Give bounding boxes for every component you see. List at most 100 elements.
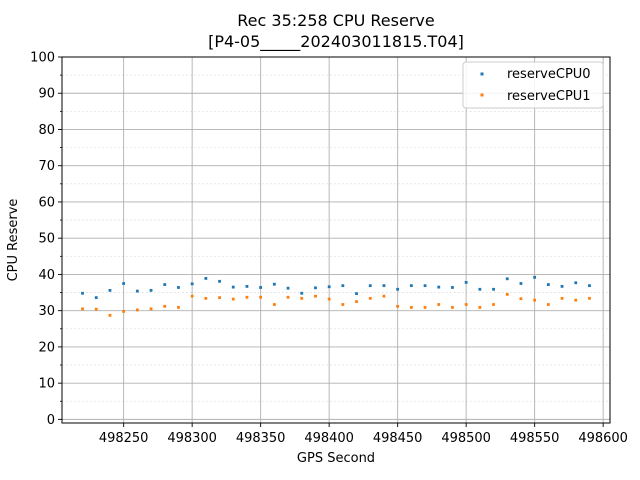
point-reserveCPU1	[464, 303, 468, 306]
point-reserveCPU1	[533, 298, 537, 302]
data-points	[81, 275, 591, 317]
point-reserveCPU1	[437, 303, 441, 306]
point-reserveCPU1	[122, 309, 126, 313]
point-reserveCPU0	[478, 287, 482, 291]
point-reserveCPU0	[122, 282, 126, 285]
point-reserveCPU0	[533, 275, 537, 279]
y-tick-label: 0	[47, 413, 55, 428]
point-reserveCPU0	[218, 279, 221, 283]
x-tick-label: 498300	[167, 431, 217, 446]
point-reserveCPU0	[149, 288, 153, 292]
point-reserveCPU1	[560, 296, 564, 300]
point-reserveCPU0	[464, 280, 468, 284]
y-tick-label: 30	[38, 304, 55, 319]
x-tick-label: 498500	[441, 431, 491, 446]
y-tick-label: 60	[38, 195, 55, 210]
point-reserveCPU1	[314, 294, 317, 298]
point-reserveCPU1	[588, 296, 591, 300]
x-tick-label: 498350	[236, 431, 286, 446]
point-reserveCPU0	[300, 291, 304, 295]
point-reserveCPU1	[204, 296, 208, 300]
point-reserveCPU0	[546, 283, 550, 286]
y-tick-label: 10	[38, 377, 55, 392]
point-reserveCPU1	[272, 303, 276, 306]
point-reserveCPU0	[423, 284, 427, 288]
y-tick-label: 20	[38, 340, 55, 355]
y-tick-labels: 0 10 20 30 40 50 60 70 80 90 100	[30, 51, 55, 428]
point-reserveCPU0	[368, 284, 372, 288]
point-reserveCPU1	[505, 292, 509, 296]
x-tick-labels: 498250 498300 498350 498400 498450 498500 4985…	[99, 431, 628, 446]
point-reserveCPU1	[190, 294, 194, 298]
point-reserveCPU1	[286, 295, 290, 299]
point-reserveCPU0	[327, 285, 331, 289]
point-reserveCPU1	[478, 306, 482, 309]
point-reserveCPU0	[341, 284, 345, 288]
point-reserveCPU0	[437, 285, 441, 289]
x-tick-label: 498450	[373, 431, 423, 446]
chart-title: Rec 35:258 CPU Reserve	[237, 11, 434, 30]
point-reserveCPU0	[314, 286, 317, 290]
point-reserveCPU0	[135, 289, 139, 293]
point-reserveCPU1	[396, 304, 400, 308]
point-reserveCPU0	[519, 282, 523, 285]
point-reserveCPU1	[245, 295, 249, 299]
point-reserveCPU1	[341, 303, 345, 306]
y-tick-label: 100	[30, 51, 55, 66]
point-reserveCPU0	[505, 277, 509, 281]
legend-label-reserveCPU1: reserveCPU1	[507, 89, 591, 104]
point-reserveCPU1	[451, 306, 454, 309]
point-reserveCPU0	[177, 286, 180, 289]
point-reserveCPU0	[190, 282, 194, 286]
plot-area-frame	[61, 56, 611, 424]
point-reserveCPU0	[94, 296, 98, 300]
point-reserveCPU1	[149, 307, 153, 311]
legend-marker-reserveCPU1	[480, 93, 484, 97]
point-reserveCPU0	[204, 277, 208, 280]
point-reserveCPU1	[94, 307, 98, 311]
point-reserveCPU0	[355, 292, 358, 296]
point-reserveCPU1	[300, 296, 304, 300]
point-reserveCPU1	[355, 300, 358, 304]
x-tick-label: 498600	[578, 431, 628, 446]
legend-box	[462, 61, 604, 109]
point-reserveCPU1	[492, 303, 495, 306]
point-reserveCPU1	[231, 297, 235, 301]
y-tick-label: 70	[38, 159, 55, 174]
point-reserveCPU0	[163, 283, 167, 286]
point-reserveCPU0	[81, 291, 84, 295]
point-reserveCPU0	[574, 281, 578, 285]
point-reserveCPU1	[423, 306, 427, 309]
y-tick-label: 50	[38, 232, 55, 247]
legend: reserveCPU0 reserveCPU1	[462, 61, 604, 109]
y-tick-label: 40	[38, 268, 55, 283]
point-reserveCPU1	[163, 304, 167, 308]
major-gridlines	[62, 56, 610, 423]
axis-ticks	[58, 56, 604, 427]
y-tick-label: 90	[38, 87, 55, 102]
x-tick-label: 498250	[99, 431, 149, 446]
chart-subtitle: [P4-05_____202403011815.T04]	[208, 32, 464, 52]
y-tick-label: 80	[38, 123, 55, 138]
point-reserveCPU0	[272, 282, 276, 286]
point-reserveCPU1	[382, 294, 386, 298]
point-reserveCPU0	[245, 284, 249, 288]
point-reserveCPU1	[368, 296, 372, 300]
point-reserveCPU0	[451, 286, 454, 289]
point-reserveCPU0	[492, 287, 495, 291]
x-tick-label: 498400	[304, 431, 354, 446]
point-reserveCPU0	[259, 286, 263, 289]
point-reserveCPU1	[218, 296, 221, 300]
point-reserveCPU0	[396, 287, 400, 291]
point-reserveCPU1	[519, 297, 523, 301]
point-reserveCPU1	[81, 307, 84, 311]
point-reserveCPU0	[560, 284, 564, 288]
point-reserveCPU1	[108, 313, 112, 317]
point-reserveCPU0	[231, 285, 235, 289]
x-axis-label: GPS Second	[297, 451, 375, 466]
point-reserveCPU1	[327, 297, 331, 301]
x-tick-label: 498550	[510, 431, 560, 446]
point-reserveCPU1	[259, 295, 263, 299]
point-reserveCPU1	[409, 306, 413, 309]
